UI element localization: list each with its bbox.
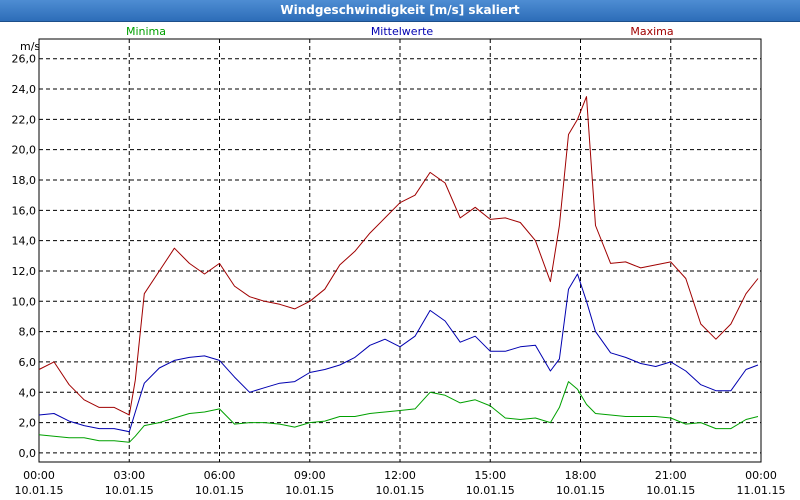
x-tick-time: 12:00 [384,469,416,482]
chart-title: Windgeschwindigkeit [m/s] skaliert [280,3,520,17]
y-tick-label: 10,0 [12,295,37,308]
y-tick-label: 4,0 [19,386,37,399]
x-tick-time: 00:00 [23,469,55,482]
y-tick-labels: 0,0 2,0 4,0 6,0 8,0 10,0 12,0 14,0 16,0 18,0 20,0 2… [12,53,37,460]
x-tick-date: 10.01.15 [15,484,64,497]
y-tick-label: 20,0 [12,144,37,157]
legend: Minima Mittelwerte Maxima [126,25,674,38]
x-tick-time: 09:00 [294,469,326,482]
y-tick-label: 8,0 [19,326,37,339]
x-tick-date: 10.01.15 [646,484,695,497]
y-tick-label: 14,0 [12,235,37,248]
grid-layer [39,39,761,462]
series-layer [38,96,759,443]
legend-mittelwerte: Mittelwerte [371,25,434,38]
x-tick-time: 03:00 [113,469,145,482]
y-tick-label: 2,0 [19,417,37,430]
x-tick-date: 10.01.15 [105,484,154,497]
series-line-minima [38,381,759,443]
y-tick-label: 22,0 [12,113,37,126]
x-tick-date: 11.01.15 [737,484,786,497]
x-tick-labels: 00:00 10.01.15 03:00 10.01.15 06:00 10.01.15 0… [15,469,786,497]
series-line-maxima [38,96,759,416]
legend-minima: Minima [126,25,166,38]
x-tick-date: 10.01.15 [376,484,425,497]
chart-title-bar: Windgeschwindigkeit [m/s] skaliert [0,0,800,22]
y-tick-label: 0,0 [19,447,37,460]
x-tick-date: 10.01.15 [556,484,605,497]
x-tick-date: 10.01.15 [285,484,334,497]
x-tick-time: 21:00 [655,469,687,482]
y-tick-label: 16,0 [12,204,37,217]
x-tick-time: 06:00 [204,469,236,482]
y-tick-label: 6,0 [19,356,37,369]
x-tick-date: 10.01.15 [466,484,515,497]
plot-frame [38,38,762,463]
x-tick-time: 00:00 [745,469,777,482]
series-line-mittelwerte [38,273,759,433]
x-tick-time: 18:00 [565,469,597,482]
y-tick-label: 18,0 [12,174,37,187]
x-tick-date: 10.01.15 [195,484,244,497]
x-tick-time: 15:00 [474,469,506,482]
y-tick-label: 24,0 [12,83,37,96]
y-tick-label: 26,0 [12,53,37,66]
y-tick-label: 12,0 [12,265,37,278]
y-axis-label: m/s [20,40,40,53]
legend-maxima: Maxima [630,25,673,38]
